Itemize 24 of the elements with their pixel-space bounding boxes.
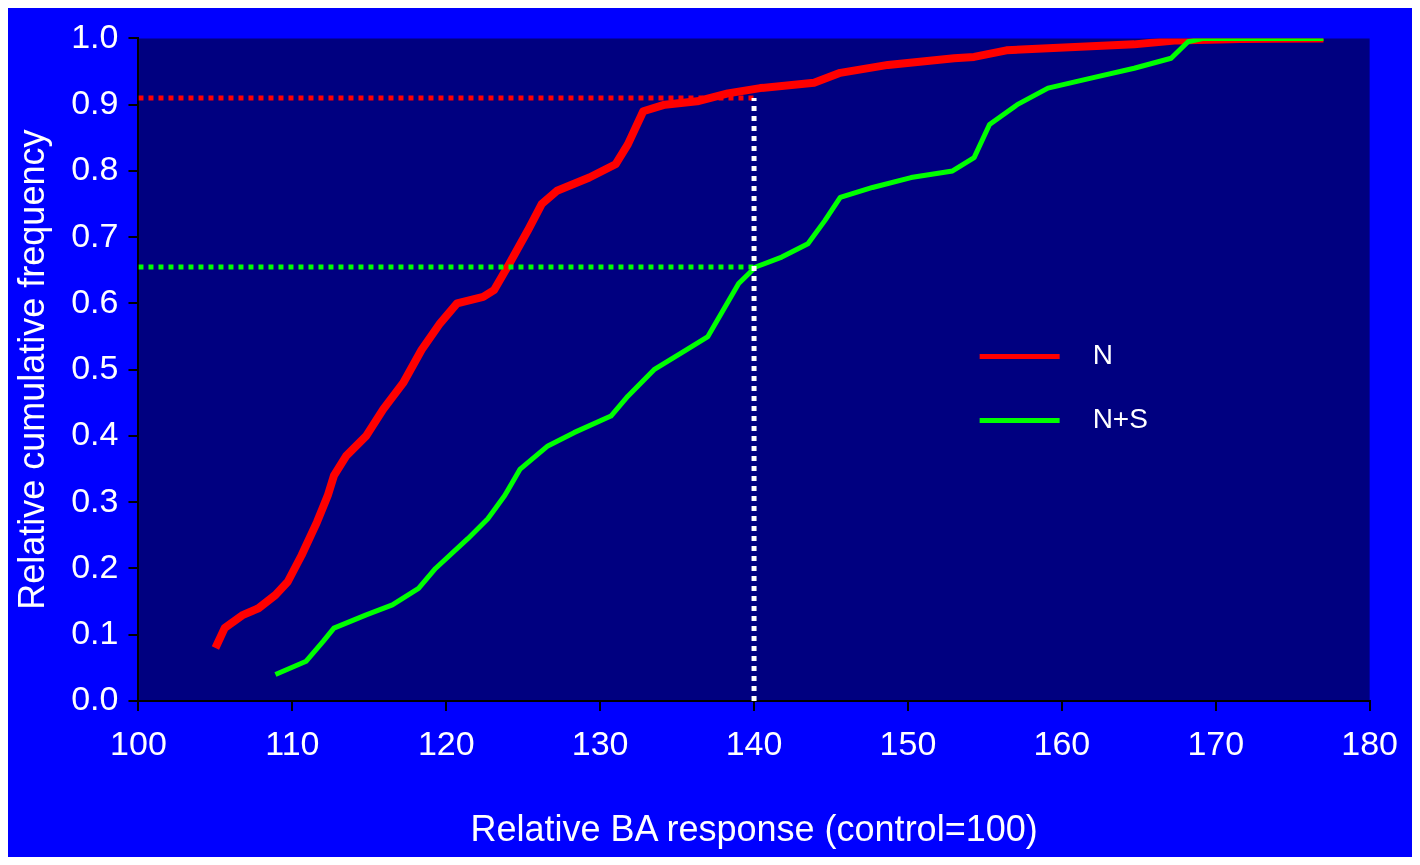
x-tick-label: 140: [725, 723, 783, 762]
y-axis-title: Relative cumulative frequency: [10, 129, 52, 610]
x-tick-label: 130: [571, 723, 629, 762]
x-tick-label: 160: [1033, 723, 1091, 762]
y-tick-label: 0.8: [71, 149, 119, 188]
y-tick-label: 0.3: [71, 480, 119, 519]
legend-label: N: [1092, 339, 1113, 371]
x-tick-label: 180: [1341, 723, 1398, 762]
y-tick-label: 0.2: [71, 546, 119, 585]
y-tick-label: 0.1: [71, 613, 119, 652]
x-tick-label: 170: [1187, 723, 1245, 762]
y-tick-label: 0.0: [71, 679, 119, 718]
legend-label: N+S: [1092, 403, 1148, 435]
y-tick-label: 0.9: [71, 83, 119, 122]
y-tick-label: 0.5: [71, 348, 119, 387]
x-tick-label: 120: [417, 723, 475, 762]
y-tick-label: 0.4: [71, 414, 119, 453]
x-tick-label: 100: [110, 723, 167, 762]
x-tick-label: 150: [879, 723, 937, 762]
x-tick-label: 110: [265, 723, 320, 762]
y-tick-label: 1.0: [71, 16, 119, 55]
y-tick-label: 0.6: [71, 281, 119, 320]
x-axis-title: Relative BA response (control=100): [470, 808, 1038, 850]
y-tick-label: 0.7: [71, 215, 119, 254]
